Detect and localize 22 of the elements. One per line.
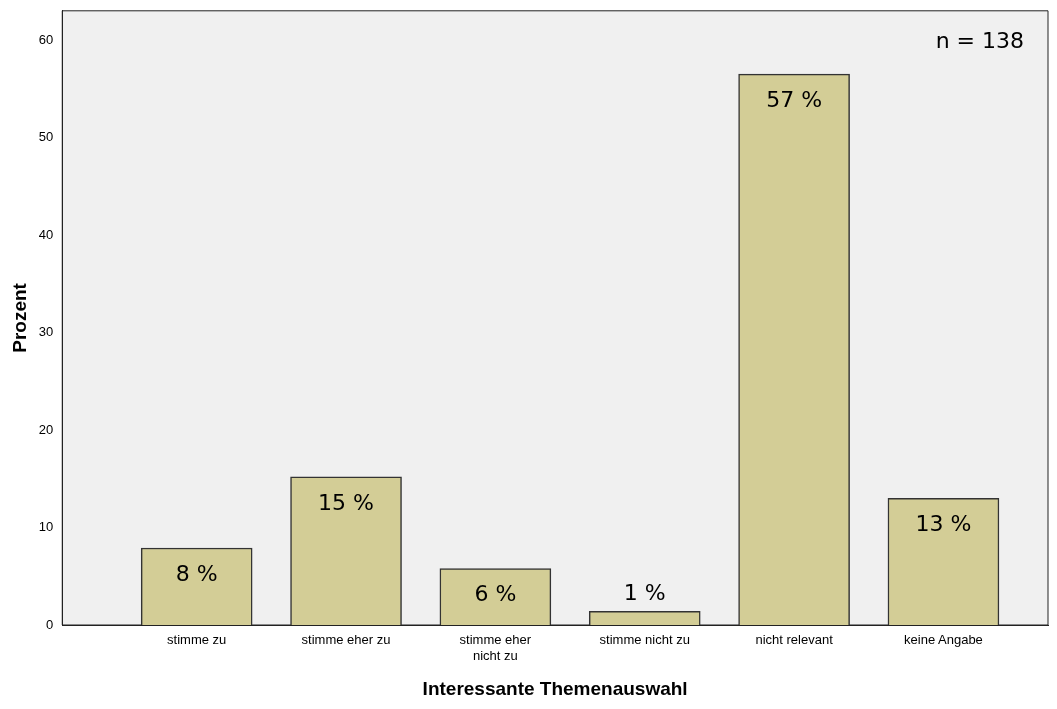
annotation: n = 138 [935, 27, 1024, 53]
x-tick-label: stimme eher nicht zu [459, 632, 532, 663]
y-axis-title: Prozent [8, 282, 30, 353]
data-label: 6 % [474, 581, 517, 607]
data-label: 15 % [318, 489, 374, 515]
y-tick-label: 10 [38, 519, 54, 535]
y-tick-label: 30 [38, 324, 54, 340]
data-label: 13 % [915, 510, 972, 536]
y-tick-label: 20 [38, 421, 54, 437]
y-tick-label: 60 [38, 31, 54, 47]
y-tick-label: 40 [38, 226, 54, 242]
x-tick-label: stimme eher zu [301, 632, 391, 648]
y-tick-label: 0 [46, 616, 54, 632]
data-label: 1 % [623, 580, 666, 606]
x-tick-label: stimme zu [167, 632, 227, 648]
data-label: 8 % [175, 560, 218, 586]
x-tick-label: nicht relevant [755, 632, 834, 648]
data-label: 57 % [766, 86, 823, 112]
y-tick-label: 50 [38, 129, 54, 145]
x-axis-title: Interessante Themenauswahl [422, 677, 688, 699]
x-tick-label: keine Angabe [904, 632, 983, 648]
x-tick-label: stimme nicht zu [599, 632, 690, 648]
